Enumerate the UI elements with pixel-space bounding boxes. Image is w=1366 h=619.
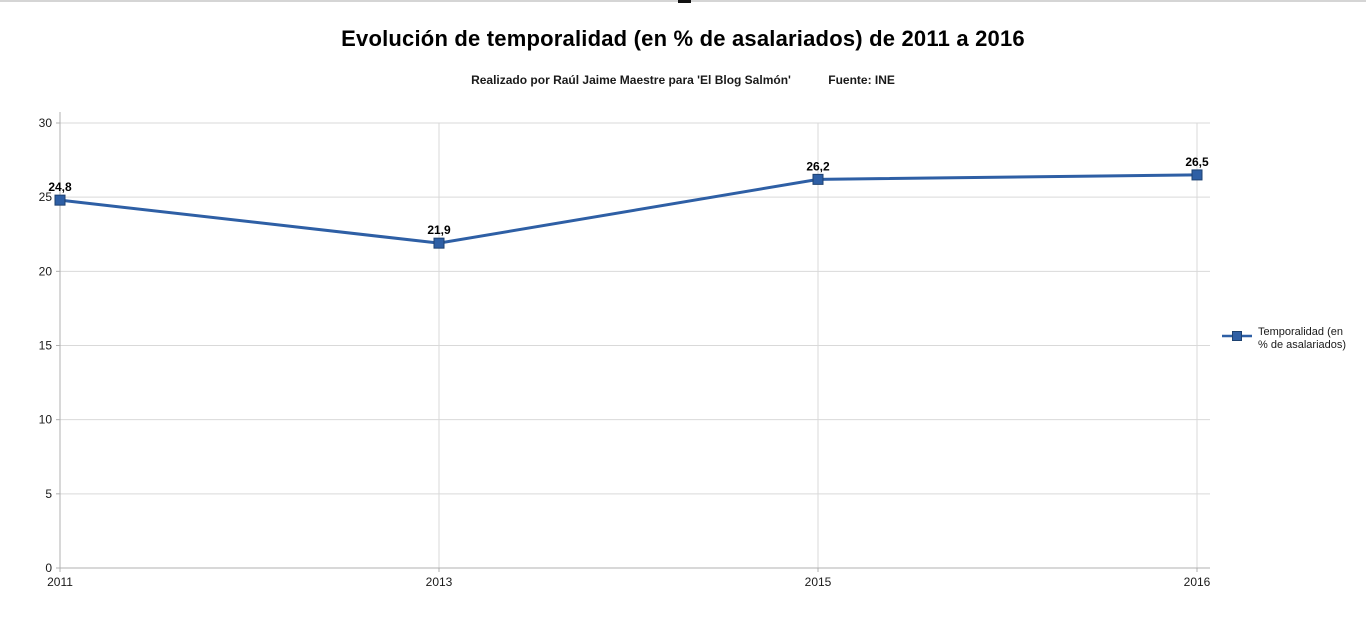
- legend-square-marker: [1232, 331, 1242, 341]
- data-point-label: 24,8: [48, 180, 72, 194]
- x-tick-label: 2015: [805, 575, 832, 589]
- y-tick-label: 30: [39, 116, 53, 130]
- y-tick-label: 0: [45, 561, 52, 575]
- data-point-label: 26,2: [806, 159, 830, 173]
- x-tick-label: 2011: [47, 575, 73, 589]
- top-edge-line: [0, 0, 1366, 3]
- y-tick-label: 20: [39, 264, 53, 278]
- subtitle-source: Fuente: INE: [828, 73, 895, 87]
- series-line: [59, 173, 1198, 245]
- x-tick-label: 2016: [1184, 575, 1211, 589]
- data-point-label: 26,5: [1185, 155, 1209, 169]
- legend-label: Temporalidad (en % de asalariados): [1258, 326, 1347, 351]
- data-point-marker: [812, 173, 824, 185]
- data-point-marker: [1191, 169, 1203, 181]
- x-tick-label: 2013: [426, 575, 453, 589]
- data-point-label: 21,9: [427, 223, 451, 237]
- legend-line-marker-icon: [1222, 331, 1252, 341]
- legend: Temporalidad (en % de asalariados): [1222, 326, 1348, 352]
- top-edge-marker: [678, 0, 691, 3]
- y-tick-label: 25: [39, 190, 53, 204]
- chart-title: Evolución de temporalidad (en % de asala…: [341, 26, 1025, 51]
- subtitle-author: Realizado por Raúl Jaime Maestre para 'E…: [471, 73, 791, 87]
- y-tick-label: 10: [39, 413, 53, 427]
- chart-subtitle: Realizado por Raúl Jaime Maestre para 'E…: [0, 73, 1366, 87]
- y-tick-label: 5: [45, 487, 52, 501]
- y-tick-label: 15: [39, 339, 53, 353]
- data-point-marker: [433, 237, 445, 249]
- data-point-marker: [54, 194, 66, 206]
